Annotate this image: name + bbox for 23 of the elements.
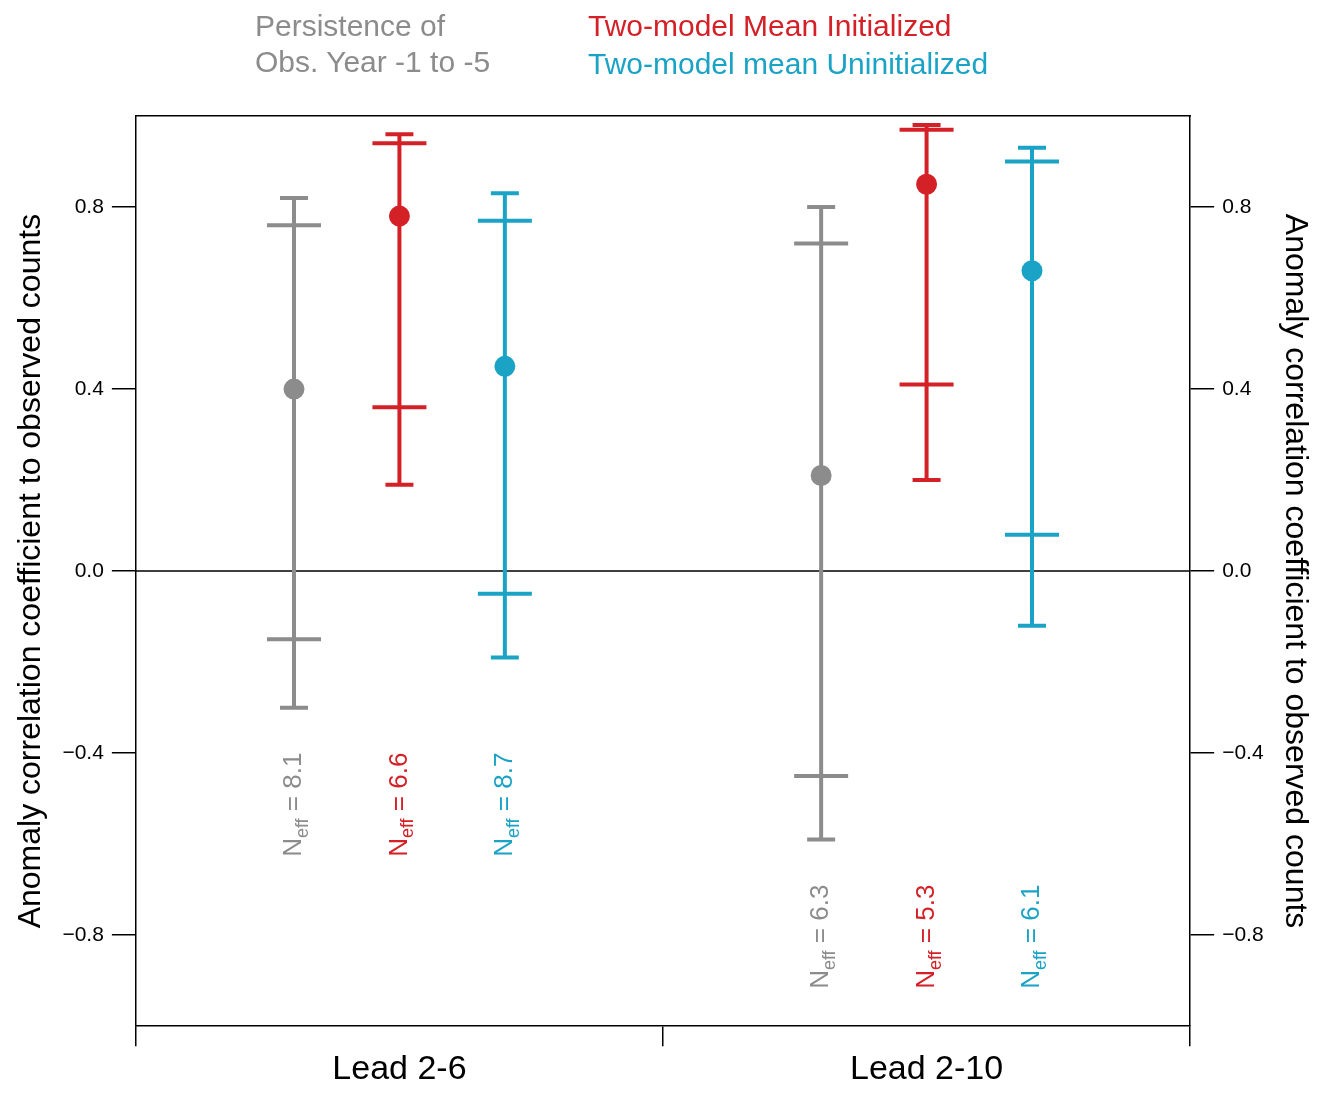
- annotation: Neff = 8.1: [277, 752, 312, 857]
- annotation: Neff = 6.3: [804, 884, 840, 989]
- annotation: Neff = 6.1: [1015, 884, 1050, 989]
- y-tick-label: −0.4: [62, 739, 105, 763]
- y2-axis-title: Anomaly correlation coefficient to observed counts: [1278, 213, 1315, 929]
- y-tick-label: 0.4: [74, 375, 105, 399]
- y2-tick-label: −0.8: [1222, 921, 1264, 945]
- x-tick-label: Lead 2-10: [850, 1047, 1004, 1086]
- y-tick-label: 0.0: [74, 557, 104, 581]
- y-tick-label: 0.8: [74, 193, 104, 217]
- y2-tick-label: 0.4: [1222, 375, 1252, 399]
- annotation: Neff = 5.3: [909, 884, 945, 989]
- y2-tick-label: 0.0: [1222, 557, 1252, 581]
- x-tick-label: Lead 2-6: [332, 1047, 467, 1086]
- annotation: Neff = 8.7: [488, 752, 523, 857]
- y-axis-title: Anomaly correlation coefficient to observed counts: [11, 213, 48, 929]
- y2-tick-label: 0.8: [1222, 193, 1252, 217]
- y-tick-label: −0.8: [62, 921, 104, 945]
- text: Two-model mean Uninitialized: [588, 46, 990, 82]
- annotation: Neff = 6.6: [382, 752, 418, 857]
- y2-tick-label: −0.4: [1222, 739, 1264, 763]
- text: Persistence of Obs. Year -1 to -5: [255, 8, 492, 80]
- text: Two-model Mean Initialized: [588, 8, 953, 44]
